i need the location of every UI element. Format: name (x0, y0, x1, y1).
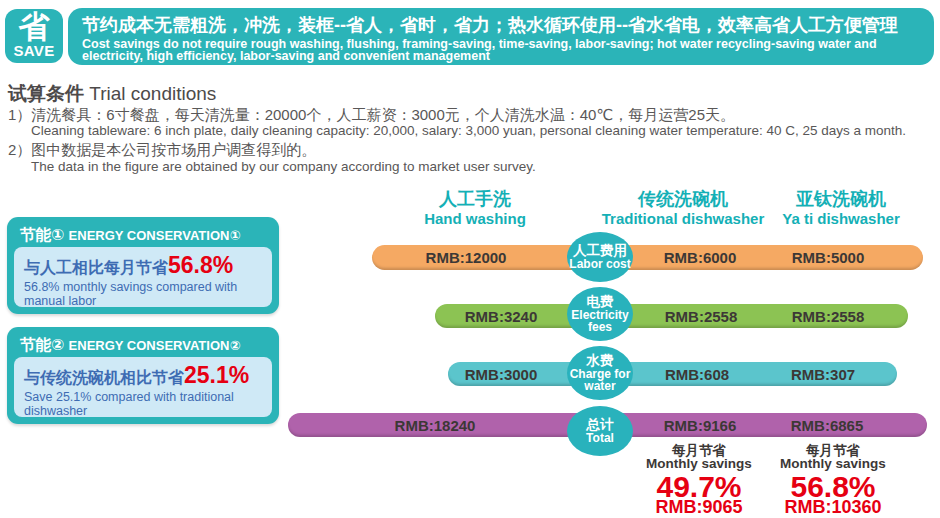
savings-2-rmb: RMB:10360 (743, 500, 923, 515)
energy-box-2-title-zh: 节能② (20, 336, 64, 353)
trial-conditions-title: 试算条件 Trial conditions (8, 84, 216, 103)
trial-title-en: Trial conditions (89, 83, 216, 104)
trial-item1-en: Cleaning tableware: 6 inch plate, daily … (31, 123, 906, 138)
save-badge-en: SAVE (5, 43, 63, 59)
energy-box-1-title-zh: 节能① (20, 226, 64, 243)
row-label-labor-cost: 人工费用 Labor cost (567, 232, 633, 282)
energy-box-2-line-en: Save 25.1% compared with traditional dis… (24, 391, 264, 418)
row-label-water-zh: 水费 (567, 354, 633, 368)
energy-box-2: 节能② ENERGY CONSERVATION② 与传统洗碗机相比节省 25.1… (7, 327, 279, 424)
trial-title-zh: 试算条件 (8, 83, 84, 104)
row-label-labor-en: Labor cost (567, 258, 633, 270)
value-water-hand: RMB:3000 (426, 365, 576, 384)
row-label-total-zh: 总计 (567, 418, 633, 432)
energy-box-1-line-zh: 与人工相比每月节省 (24, 258, 168, 279)
trial-item2-zh: 2）图中数据是本公司按市场用户调查得到的。 (8, 141, 316, 160)
energy-box-1-header: 节能① ENERGY CONSERVATION① (7, 217, 279, 246)
energy-box-1: 节能① ENERGY CONSERVATION① 与人工相比每月节省 56.8%… (7, 217, 279, 314)
save-badge: 省 SAVE (5, 9, 63, 63)
column-header-hand-washing: 人工手洗 Hand washing (360, 190, 590, 227)
value-labor-hand: RMB:12000 (391, 248, 541, 267)
column-header-1-zh: 人工手洗 (360, 190, 590, 209)
value-electricity-hand: RMB:3240 (426, 307, 576, 326)
row-label-electricity-zh: 电费 (567, 295, 633, 309)
trial-item2-en: The data in the figure are obtained by o… (31, 159, 536, 174)
row-label-labor-zh: 人工费用 (567, 244, 633, 258)
column-header-3-zh: 亚钛洗碗机 (726, 190, 940, 209)
energy-box-2-pct: 25.1% (184, 362, 249, 389)
value-labor-yati: RMB:5000 (753, 248, 903, 267)
column-header-3-en: Ya ti dishwasher (726, 211, 940, 227)
energy-box-1-pct: 56.8% (168, 252, 233, 279)
row-label-water-en: Charge for water (567, 368, 633, 392)
header-title-zh: 节约成本无需粗洗，冲洗，装框--省人，省时，省力；热水循环使用--省水省电，效率… (82, 14, 924, 37)
header-title-en: Cost savings do not require rough washin… (82, 39, 924, 62)
savings-2-pct: 56.8% (743, 473, 923, 500)
row-label-electricity: 电费 Electricity fees (567, 287, 633, 341)
energy-box-2-line-zh: 与传统洗碗机相比节省 (24, 368, 184, 389)
header-banner: 节约成本无需粗洗，冲洗，装框--省人，省时，省力；热水循环使用--省水省电，效率… (68, 8, 934, 65)
row-label-water: 水费 Charge for water (567, 346, 633, 400)
energy-box-1-title-en: ENERGY CONSERVATION① (69, 228, 241, 243)
energy-box-2-body: 与传统洗碗机相比节省 25.1% Save 25.1% compared wit… (14, 357, 272, 417)
value-total-hand: RMB:18240 (360, 416, 510, 435)
value-total-yati: RMB:6865 (752, 416, 902, 435)
column-header-yati-dishwasher: 亚钛洗碗机 Ya ti dishwasher (726, 190, 940, 227)
row-label-total-en: Total (567, 432, 633, 444)
value-water-yati: RMB:307 (748, 365, 898, 384)
energy-box-2-title-en: ENERGY CONSERVATION② (69, 338, 241, 353)
save-badge-zh: 省 (5, 10, 63, 43)
slide: 省 SAVE 节约成本无需粗洗，冲洗，装框--省人，省时，省力；热水循环使用--… (0, 0, 940, 518)
monthly-savings-yati: 每月节省 Monthly savings 56.8% RMB:10360 (743, 444, 923, 515)
column-header-1-en: Hand washing (360, 211, 590, 227)
savings-2-en: Monthly savings (743, 458, 923, 470)
value-electricity-yati: RMB:2558 (753, 307, 903, 326)
energy-box-1-line-en: 56.8% monthly savings compared with manu… (24, 281, 264, 308)
energy-box-2-header: 节能② ENERGY CONSERVATION② (7, 327, 279, 356)
row-label-electricity-en: Electricity fees (567, 309, 633, 333)
energy-box-1-body: 与人工相比每月节省 56.8% 56.8% monthly savings co… (14, 247, 272, 307)
